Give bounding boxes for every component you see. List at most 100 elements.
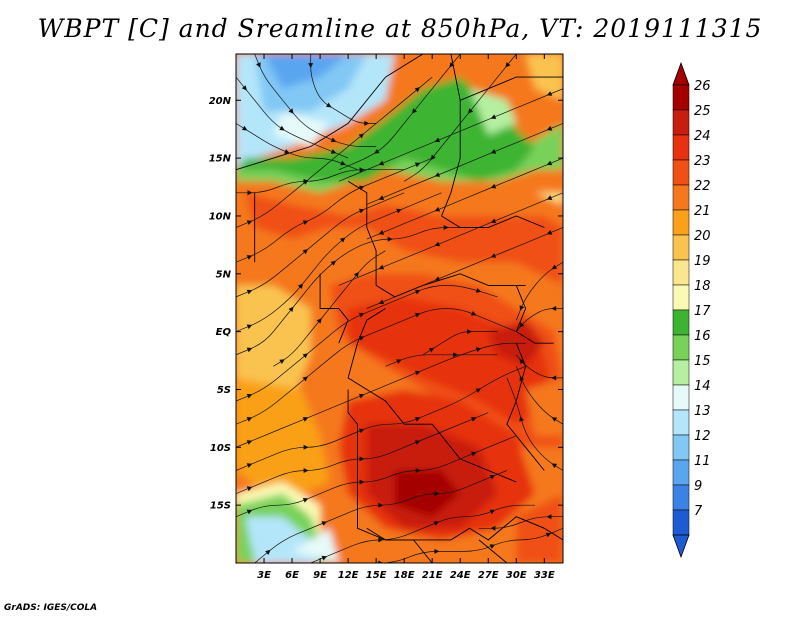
field-region-21 — [236, 377, 330, 494]
streamline-arrow — [246, 289, 253, 295]
streamline-arrow — [414, 312, 421, 318]
streamline-arrow — [490, 253, 497, 258]
streamline-arrow — [302, 249, 308, 255]
streamline — [366, 157, 563, 240]
streamline-arrow — [340, 160, 346, 166]
colorbar-label-20: 20 — [694, 229, 711, 244]
colorbar-swatch-26 — [672, 84, 690, 111]
lon-tick-label: 21E — [422, 570, 443, 581]
streamline-arrow — [279, 125, 285, 131]
streamline-arrow — [475, 347, 482, 353]
lat-tick-label: 5S — [217, 385, 231, 396]
colorbar-label-26: 26 — [694, 79, 711, 94]
streamline-arrow — [468, 108, 474, 114]
streamline-arrow — [546, 91, 553, 96]
streamline-arrow — [519, 375, 525, 382]
streamline-arrow — [326, 102, 332, 108]
streamline — [515, 261, 563, 321]
colorbar-swatch-14 — [672, 384, 690, 411]
lon-tick-label: 27E — [478, 570, 499, 581]
colorbar: 26 25 24 23 22 21 20 19 18 17 16 15 14 13 12 11 9 7 — [672, 61, 711, 559]
streamline-arrow — [246, 255, 253, 260]
colorbar-label-17: 17 — [694, 304, 711, 319]
streamline-arrow — [288, 108, 294, 114]
streamline-arrow — [414, 162, 421, 168]
streamline-arrow — [359, 479, 365, 485]
country-boundary — [478, 539, 508, 563]
streamline-arrow — [359, 456, 365, 462]
streamline-arrow — [490, 114, 497, 119]
colorbar-label-12: 12 — [694, 429, 711, 444]
streamline-arrow — [428, 347, 435, 353]
streamline-arrow — [546, 230, 553, 235]
streamline-arrow — [321, 555, 328, 561]
streamline-arrow — [415, 468, 421, 473]
streamline — [385, 354, 498, 367]
field-region-16 — [236, 539, 255, 563]
colorbar-label-16: 16 — [694, 329, 711, 344]
streamline-arrow — [358, 428, 365, 434]
streamline-arrow — [505, 62, 511, 68]
field-region-26 — [394, 470, 461, 517]
streamline-arrow — [546, 125, 553, 131]
colorbar-swatch-17 — [672, 309, 690, 336]
streamline-arrow — [339, 237, 346, 243]
colorbar-swatch-23 — [672, 159, 690, 186]
colorbar-swatch-22 — [672, 184, 690, 211]
streamline-arrow — [378, 160, 385, 166]
streamline-arrow — [434, 276, 441, 281]
colorbar-swatch-15 — [672, 359, 690, 386]
streamline-arrow — [489, 509, 496, 515]
streamline-arrow — [387, 236, 393, 242]
lon-tick-label: 6E — [285, 570, 299, 581]
colorbar-label-22: 22 — [694, 179, 711, 194]
streamline-arrow — [303, 178, 309, 184]
field-region-23 — [516, 493, 563, 563]
streamline-arrow — [453, 352, 459, 358]
lon-tick-label: 3E — [257, 570, 271, 581]
lon-tick-label: 24E — [450, 570, 471, 581]
streamline-arrow — [302, 353, 308, 359]
streamline — [236, 192, 442, 332]
streamline-arrow — [364, 120, 370, 126]
plot-frame — [235, 53, 564, 564]
streamline — [236, 227, 461, 356]
streamline-arrow — [246, 324, 253, 330]
lon-tick-label: 18E — [394, 570, 415, 581]
colorbar-swatch-12 — [672, 434, 690, 461]
streamline-arrow — [374, 148, 380, 154]
colorbar-label-25: 25 — [694, 104, 711, 119]
plot-area — [236, 54, 563, 563]
streamline-arrow — [246, 393, 253, 399]
streamline-arrow — [358, 185, 365, 191]
lat-tick-label: 15S — [210, 501, 231, 512]
lon-tick-label: 12E — [338, 570, 359, 581]
streamline-arrow — [519, 416, 524, 422]
field-region-11 — [264, 54, 349, 89]
streamline-arrow — [246, 220, 253, 225]
streamline-arrow — [449, 62, 455, 68]
streamline — [236, 412, 489, 494]
lat-tick-label: 5N — [216, 269, 232, 280]
streamline-arrow — [358, 133, 365, 139]
colorbar-swatch-13 — [672, 409, 690, 436]
field-region-14 — [273, 111, 330, 147]
country-boundary — [441, 215, 545, 228]
streamline-arrow — [241, 125, 248, 131]
streamline-arrow — [321, 521, 328, 526]
streamline-arrow — [551, 417, 558, 422]
streamline — [236, 76, 433, 228]
colorbar-label-11: 11 — [694, 454, 711, 469]
country-boundary — [375, 273, 526, 298]
streamline-arrow — [302, 220, 309, 225]
colorbar-label-19: 19 — [694, 254, 711, 269]
colorbar-swatch-7 — [672, 509, 690, 536]
streamline-arrow — [490, 525, 496, 531]
grads-credit: GrADS: IGES/COLA — [4, 603, 98, 613]
streamline-arrow — [279, 359, 285, 364]
lat-tick-label: 10S — [210, 443, 231, 454]
streamline-arrow — [378, 560, 384, 563]
lon-tick-label: 30E — [506, 570, 527, 581]
colorbar-label-15: 15 — [694, 354, 711, 369]
